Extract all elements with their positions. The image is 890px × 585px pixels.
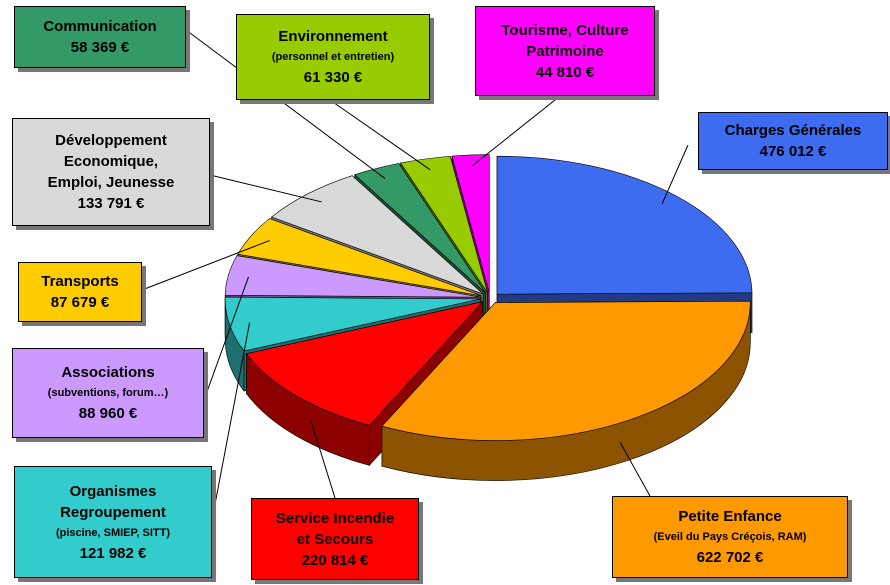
slice <box>271 175 484 295</box>
leader-line <box>310 419 336 499</box>
category-note: (personnel et entretien) <box>271 51 395 63</box>
callout-box: Charges Générales 476 012 € <box>698 112 888 170</box>
slice <box>381 300 751 441</box>
value-label: 476 012 € <box>759 143 827 160</box>
slice <box>237 218 482 296</box>
value-label: 133 791 € <box>77 195 145 212</box>
callout-box: Développement Economique, Emploi, Jeunes… <box>12 118 210 226</box>
value-label: 87 679 € <box>50 294 110 311</box>
leader-line <box>141 240 270 291</box>
leader-line <box>661 144 689 205</box>
leader-line <box>211 322 251 521</box>
category-label: Environnement <box>278 28 388 45</box>
slice <box>400 155 488 293</box>
category-label: Charges Générales <box>724 122 862 139</box>
value-label: 121 982 € <box>79 544 147 562</box>
slice <box>451 154 490 293</box>
value-label: 220 814 € <box>301 551 369 569</box>
category-note: (Eveil du Pays Créçois, RAM) <box>653 531 807 543</box>
value-label: 58 369 € <box>70 39 130 56</box>
category-label: Service Incendie et Secours <box>275 509 395 548</box>
slice <box>354 163 486 294</box>
leader-line <box>209 174 322 203</box>
category-label: Organismes Regroupement <box>60 482 166 521</box>
callout-box: Petite Enfance (Eveil du Pays Créçois, RA… <box>612 496 848 578</box>
value-label: 61 330 € <box>303 69 363 86</box>
slice <box>245 301 484 426</box>
slice <box>496 155 753 295</box>
callout-box: Service Incendie et Secours 220 814 € <box>251 498 419 580</box>
leader-line <box>329 99 431 171</box>
category-note: (subventions, forum…) <box>47 387 169 399</box>
value-label: 88 960 € <box>78 405 138 422</box>
category-note: (piscine, SMIEP, SITT) <box>55 526 171 539</box>
leader-line <box>185 29 386 179</box>
callout-box: Tourisme, Culture Patrimoine 44 810 € <box>475 6 655 96</box>
slice <box>224 255 481 298</box>
category-label: Développement Economique, Emploi, Jeunes… <box>47 132 175 191</box>
callout-box: Environnement (personnel et entretien) 61 … <box>236 14 430 100</box>
category-label: Petite Enfance <box>678 508 782 525</box>
category-label: Tourisme, Culture Patrimoine <box>501 21 629 60</box>
category-label: Associations <box>61 364 155 381</box>
value-label: 622 702 € <box>696 549 764 566</box>
category-label: Transports <box>41 273 119 290</box>
category-label: Communication <box>43 18 157 35</box>
leader-line <box>619 441 651 497</box>
callout-box: Organismes Regroupement (piscine, SMIEP, … <box>14 466 212 578</box>
callout-box: Associations (subventions, forum…) 88 960 … <box>12 348 204 438</box>
value-label: 44 810 € <box>535 63 595 81</box>
callout-box: Communication 58 369 € <box>14 6 186 68</box>
callout-box: Transports 87 679 € <box>18 262 142 322</box>
leader-line <box>203 276 249 401</box>
leader-line <box>471 95 561 167</box>
